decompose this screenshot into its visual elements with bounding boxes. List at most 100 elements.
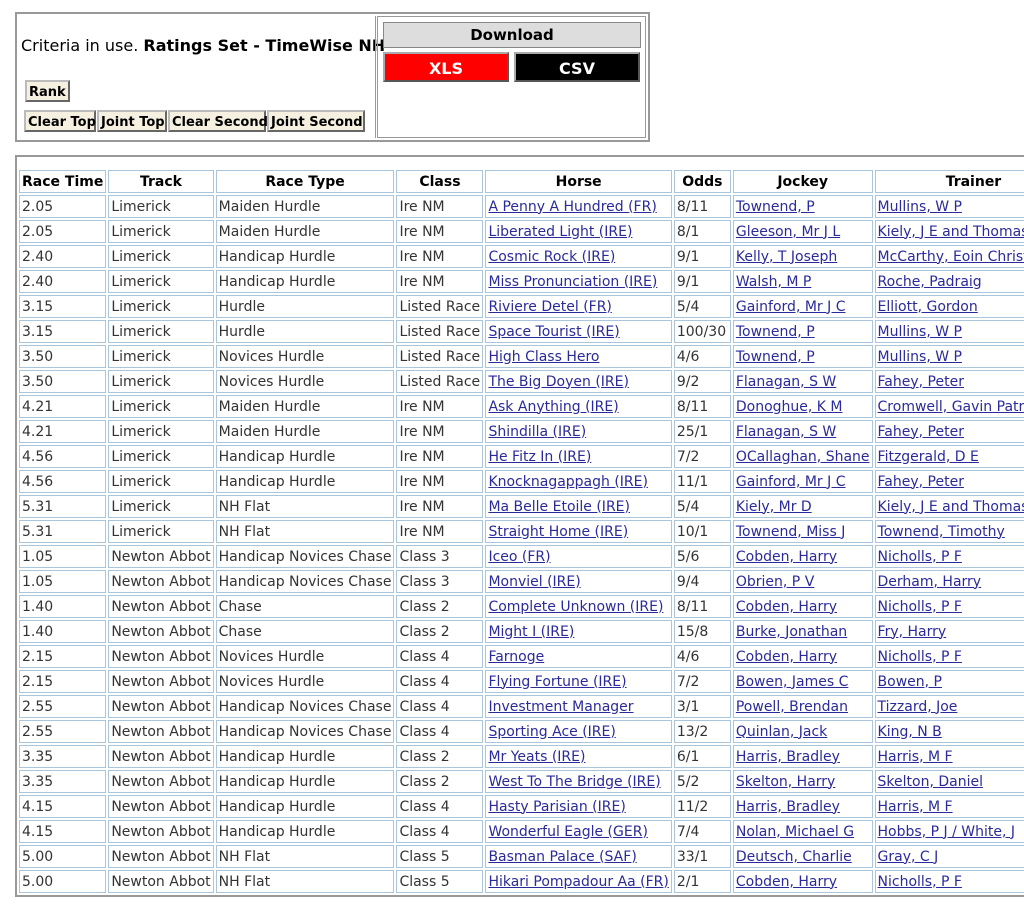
cell-link[interactable]: Straight Home (IRE) <box>488 523 629 540</box>
cell-link[interactable]: Knocknagappagh (IRE) <box>488 473 648 490</box>
cell-link[interactable]: Sporting Ace (IRE) <box>488 723 616 740</box>
table-cell: Mullins, W P <box>874 320 1024 343</box>
cell-link[interactable]: West To The Bridge (IRE) <box>488 773 661 790</box>
table-cell: Limerick <box>108 295 214 318</box>
cell-link[interactable]: Gainford, Mr J C <box>735 298 846 315</box>
cell-link[interactable]: Hasty Parisian (IRE) <box>488 798 626 815</box>
cell-link[interactable]: McCarthy, Eoin Christopher <box>877 248 1024 265</box>
cell-link[interactable]: Flanagan, S W <box>735 373 837 390</box>
cell-link[interactable]: Basman Palace (SAF) <box>488 848 637 865</box>
table-cell: 11/1 <box>673 470 731 493</box>
cell-link[interactable]: Harris, Bradley <box>735 748 840 765</box>
cell-link[interactable]: Mullins, W P <box>877 323 962 340</box>
cell-link[interactable]: Harris, M F <box>877 748 953 765</box>
csv-button[interactable]: CSV <box>514 52 640 82</box>
cell-link[interactable]: Shindilla (IRE) <box>488 423 587 440</box>
cell-link[interactable]: Bowen, James C <box>735 673 849 690</box>
cell-link[interactable]: Riviere Detel (FR) <box>488 298 612 315</box>
cell-link[interactable]: Townend, P <box>735 348 815 365</box>
cell-link[interactable]: Kiely, Mr D <box>735 498 812 515</box>
cell-link[interactable]: High Class Hero <box>488 348 600 365</box>
cell-link[interactable]: Complete Unknown (IRE) <box>488 598 664 615</box>
cell-link[interactable]: Gleeson, Mr J L <box>735 223 841 240</box>
table-cell: Straight Home (IRE) <box>485 520 672 543</box>
cell-link[interactable]: Bowen, P <box>877 673 942 690</box>
cell-link[interactable]: Kiely, J E and Thomas <box>877 498 1024 515</box>
cell-link[interactable]: Skelton, Harry <box>735 773 836 790</box>
cell-link[interactable]: Hobbs, P J / White, J <box>877 823 1015 840</box>
cell-link[interactable]: Investment Manager <box>488 698 634 715</box>
cell-link[interactable]: Tizzard, Joe <box>877 698 958 715</box>
cell-link[interactable]: Fry, Harry <box>877 623 947 640</box>
cell-link[interactable]: Nicholls, P F <box>877 648 962 665</box>
cell-link[interactable]: Nicholls, P F <box>877 548 962 565</box>
cell-link[interactable]: Hikari Pompadour Aa (FR) <box>488 873 669 890</box>
cell-link[interactable]: Gray, C J <box>877 848 939 865</box>
cell-link[interactable]: Wonderful Eagle (GER) <box>488 823 648 840</box>
cell-link[interactable]: Skelton, Daniel <box>877 773 983 790</box>
cell-link[interactable]: Fitzgerald, D E <box>877 448 979 465</box>
cell-link[interactable]: Cobden, Harry <box>735 548 838 565</box>
cell-link[interactable]: Fahey, Peter <box>877 373 964 390</box>
cell-link[interactable]: Nicholls, P F <box>877 598 962 615</box>
table-cell: 2.05 <box>19 220 107 243</box>
cell-link[interactable]: Iceo (FR) <box>488 548 551 565</box>
cell-link[interactable]: Townend, P <box>735 198 815 215</box>
cell-link[interactable]: King, N B <box>877 723 942 740</box>
joint-second-button[interactable]: Joint Second <box>267 110 365 132</box>
cell-link[interactable]: Mr Yeats (IRE) <box>488 748 586 765</box>
cell-link[interactable]: Cobden, Harry <box>735 873 838 890</box>
table-cell: 3.35 <box>19 770 107 793</box>
cell-link[interactable]: Quinlan, Jack <box>735 723 828 740</box>
cell-link[interactable]: Cobden, Harry <box>735 648 838 665</box>
cell-link[interactable]: Ma Belle Etoile (IRE) <box>488 498 630 515</box>
cell-link[interactable]: Deutsch, Charlie <box>735 848 852 865</box>
cell-link[interactable]: Liberated Light (IRE) <box>488 223 633 240</box>
cell-link[interactable]: Flanagan, S W <box>735 423 837 440</box>
cell-link[interactable]: Roche, Padraig <box>877 273 982 290</box>
cell-link[interactable]: He Fitz In (IRE) <box>488 448 592 465</box>
cell-link[interactable]: Townend, P <box>735 323 815 340</box>
cell-link[interactable]: Ask Anything (IRE) <box>488 398 619 415</box>
cell-link[interactable]: Townend, Timothy <box>877 523 1005 540</box>
results-table: Race Time Track Race Type Class Horse Odds Joc… <box>17 168 1024 895</box>
cell-link[interactable]: Fahey, Peter <box>877 473 964 490</box>
cell-link[interactable]: Cosmic Rock (IRE) <box>488 248 616 265</box>
cell-link[interactable]: The Big Doyen (IRE) <box>488 373 629 390</box>
cell-link[interactable]: Mullins, W P <box>877 348 962 365</box>
cell-link[interactable]: Harris, M F <box>877 798 953 815</box>
cell-link[interactable]: Cromwell, Gavin Patrick <box>877 398 1024 415</box>
cell-link[interactable]: Burke, Jonathan <box>735 623 848 640</box>
xls-button[interactable]: XLS <box>383 52 509 82</box>
cell-link[interactable]: Donoghue, K M <box>735 398 843 415</box>
cell-link[interactable]: Nolan, Michael G <box>735 823 855 840</box>
cell-link[interactable]: Walsh, M P <box>735 273 812 290</box>
table-row: 2.55 Newton Abbot Handicap Novices Chase Cl… <box>19 720 1024 743</box>
table-cell: Flying Fortune (IRE) <box>485 670 672 693</box>
cell-link[interactable]: Nicholls, P F <box>877 873 962 890</box>
cell-link[interactable]: Townend, Miss J <box>735 523 846 540</box>
cell-link[interactable]: Gainford, Mr J C <box>735 473 846 490</box>
cell-link[interactable]: Flying Fortune (IRE) <box>488 673 627 690</box>
cell-link[interactable]: Kelly, T Joseph <box>735 248 838 265</box>
cell-link[interactable]: Might I (IRE) <box>488 623 575 640</box>
cell-link[interactable]: Fahey, Peter <box>877 423 964 440</box>
cell-link[interactable]: Harris, Bradley <box>735 798 840 815</box>
joint-top-button[interactable]: Joint Top <box>97 110 167 132</box>
rank-button[interactable]: Rank <box>25 80 70 102</box>
clear-top-button[interactable]: Clear Top <box>24 110 96 132</box>
cell-link[interactable]: Farnoge <box>488 648 545 665</box>
clear-second-button[interactable]: Clear Second <box>168 110 268 132</box>
cell-link[interactable]: Monviel (IRE) <box>488 573 581 590</box>
cell-link[interactable]: Kiely, J E and Thomas <box>877 223 1024 240</box>
cell-link[interactable]: Powell, Brendan <box>735 698 848 715</box>
cell-link[interactable]: OCallaghan, Shane <box>735 448 870 465</box>
cell-link[interactable]: Space Tourist (IRE) <box>488 323 620 340</box>
cell-link[interactable]: Obrien, P V <box>735 573 815 590</box>
cell-link[interactable]: Derham, Harry <box>877 573 982 590</box>
cell-link[interactable]: Cobden, Harry <box>735 598 838 615</box>
cell-link[interactable]: Miss Pronunciation (IRE) <box>488 273 658 290</box>
cell-link[interactable]: Elliott, Gordon <box>877 298 978 315</box>
cell-link[interactable]: A Penny A Hundred (FR) <box>488 198 657 215</box>
cell-link[interactable]: Mullins, W P <box>877 198 962 215</box>
